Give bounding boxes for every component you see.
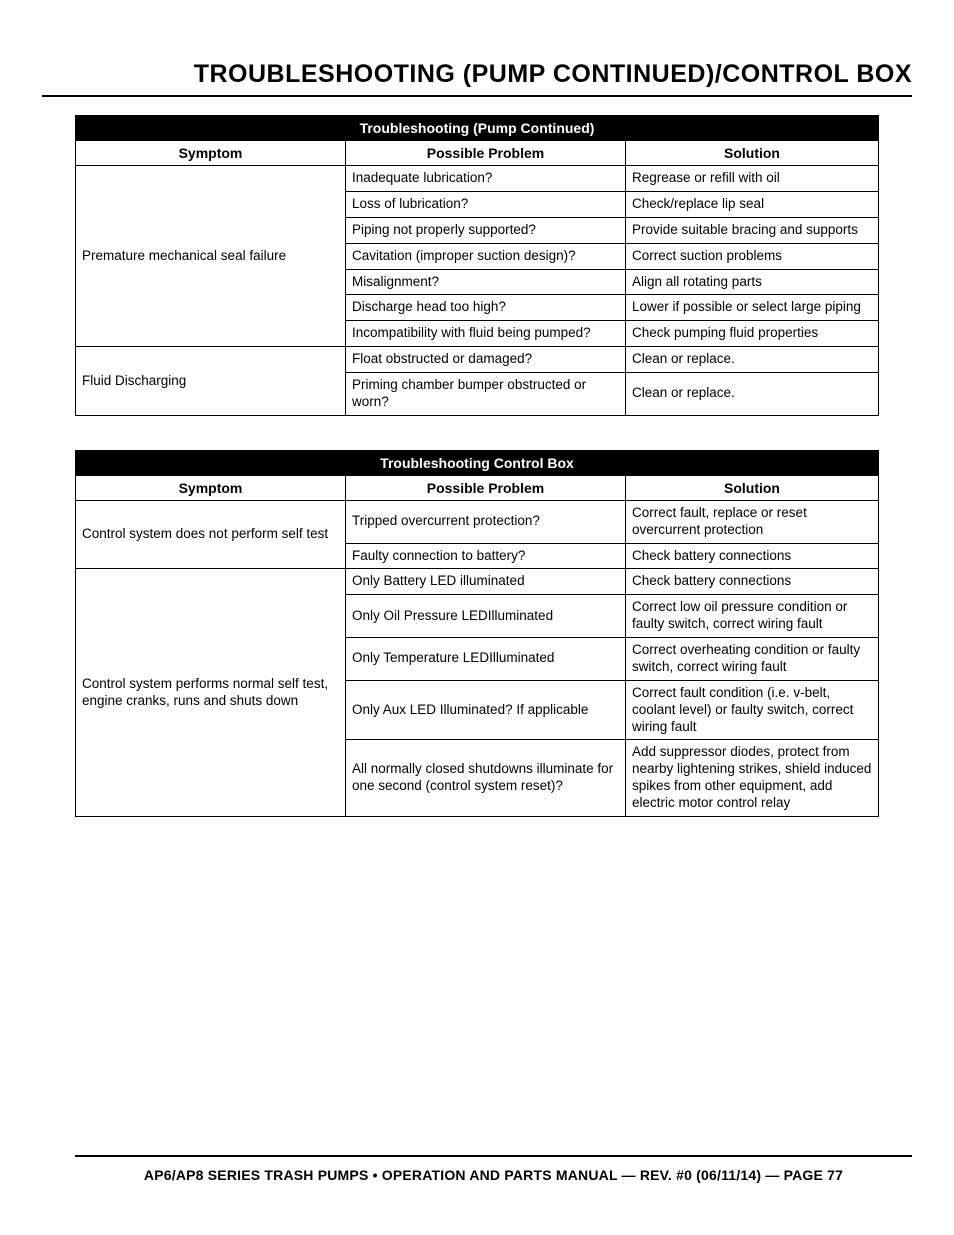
page: TROUBLESHOOTING (PUMP CONTINUED)/CONTROL… bbox=[0, 0, 954, 817]
cell-symptom: Control system does not perform self tes… bbox=[76, 500, 346, 569]
table-controlbox: Troubleshooting Control Box Symptom Poss… bbox=[75, 450, 879, 817]
footer-rule bbox=[75, 1155, 912, 1157]
cell-possible: Only Battery LED illuminated bbox=[346, 569, 626, 595]
page-title: TROUBLESHOOTING (PUMP CONTINUED)/CONTROL… bbox=[42, 60, 912, 89]
cell-possible: Only Aux LED Illuminated? If applicable bbox=[346, 680, 626, 740]
cell-solution: Check battery connections bbox=[626, 569, 879, 595]
cell-possible: Misalignment? bbox=[346, 269, 626, 295]
col-header-possible: Possible Problem bbox=[346, 141, 626, 166]
cell-solution: Align all rotating parts bbox=[626, 269, 879, 295]
cell-possible: Loss of lubrication? bbox=[346, 191, 626, 217]
cell-solution: Regrease or refill with oil bbox=[626, 166, 879, 192]
cell-symptom: Premature mechanical seal failure bbox=[76, 166, 346, 347]
table-row: Premature mechanical seal failure Inadeq… bbox=[76, 166, 879, 192]
table-row: Symptom Possible Problem Solution bbox=[76, 141, 879, 166]
table-row: Troubleshooting Control Box bbox=[76, 450, 879, 475]
cell-possible: Only Oil Pressure LEDIlluminated bbox=[346, 595, 626, 638]
cell-possible: Inadequate lubrication? bbox=[346, 166, 626, 192]
cell-solution: Check battery connections bbox=[626, 543, 879, 569]
cell-possible: Priming chamber bumper obstructed or wor… bbox=[346, 373, 626, 416]
cell-solution: Correct overheating condition or faulty … bbox=[626, 638, 879, 681]
cell-possible: Incompatibility with fluid being pumped? bbox=[346, 321, 626, 347]
table-pump: Troubleshooting (Pump Continued) Symptom… bbox=[75, 115, 879, 416]
table-wrap-controlbox: Troubleshooting Control Box Symptom Poss… bbox=[42, 450, 912, 817]
cell-possible: Tripped overcurrent protection? bbox=[346, 500, 626, 543]
table-row: Symptom Possible Problem Solution bbox=[76, 475, 879, 500]
cell-possible: Cavitation (improper suction design)? bbox=[346, 243, 626, 269]
cell-possible: Faulty connection to battery? bbox=[346, 543, 626, 569]
col-header-symptom: Symptom bbox=[76, 141, 346, 166]
table-row: Troubleshooting (Pump Continued) bbox=[76, 116, 879, 141]
col-header-possible: Possible Problem bbox=[346, 475, 626, 500]
cell-solution: Check/replace lip seal bbox=[626, 191, 879, 217]
cell-symptom: Fluid Discharging bbox=[76, 347, 346, 416]
cell-solution: Correct suction problems bbox=[626, 243, 879, 269]
cell-solution: Correct low oil pressure condition or fa… bbox=[626, 595, 879, 638]
cell-solution: Provide suitable bracing and supports bbox=[626, 217, 879, 243]
cell-solution: Lower if possible or select large piping bbox=[626, 295, 879, 321]
cell-possible: Piping not properly supported? bbox=[346, 217, 626, 243]
title-rule bbox=[42, 95, 912, 97]
col-header-solution: Solution bbox=[626, 475, 879, 500]
table-wrap-pump: Troubleshooting (Pump Continued) Symptom… bbox=[42, 115, 912, 416]
cell-symptom: Control system performs normal self test… bbox=[76, 569, 346, 817]
cell-solution: Check pumping fluid properties bbox=[626, 321, 879, 347]
cell-possible: All normally closed shutdowns illuminate… bbox=[346, 740, 626, 817]
cell-solution: Add suppressor diodes, protect from near… bbox=[626, 740, 879, 817]
cell-possible: Float obstructed or damaged? bbox=[346, 347, 626, 373]
cell-solution: Correct fault, replace or reset overcurr… bbox=[626, 500, 879, 543]
table-row: Fluid Discharging Float obstructed or da… bbox=[76, 347, 879, 373]
col-header-symptom: Symptom bbox=[76, 475, 346, 500]
table-banner: Troubleshooting Control Box bbox=[76, 450, 879, 475]
footer-text: AP6/AP8 SERIES TRASH PUMPS • OPERATION A… bbox=[75, 1167, 912, 1183]
cell-possible: Discharge head too high? bbox=[346, 295, 626, 321]
table-banner: Troubleshooting (Pump Continued) bbox=[76, 116, 879, 141]
table-row: Control system does not perform self tes… bbox=[76, 500, 879, 543]
cell-possible: Only Temperature LEDIlluminated bbox=[346, 638, 626, 681]
cell-solution: Clean or replace. bbox=[626, 373, 879, 416]
table-row: Control system performs normal self test… bbox=[76, 569, 879, 595]
col-header-solution: Solution bbox=[626, 141, 879, 166]
cell-solution: Clean or replace. bbox=[626, 347, 879, 373]
cell-solution: Correct fault condition (i.e. v-belt, co… bbox=[626, 680, 879, 740]
